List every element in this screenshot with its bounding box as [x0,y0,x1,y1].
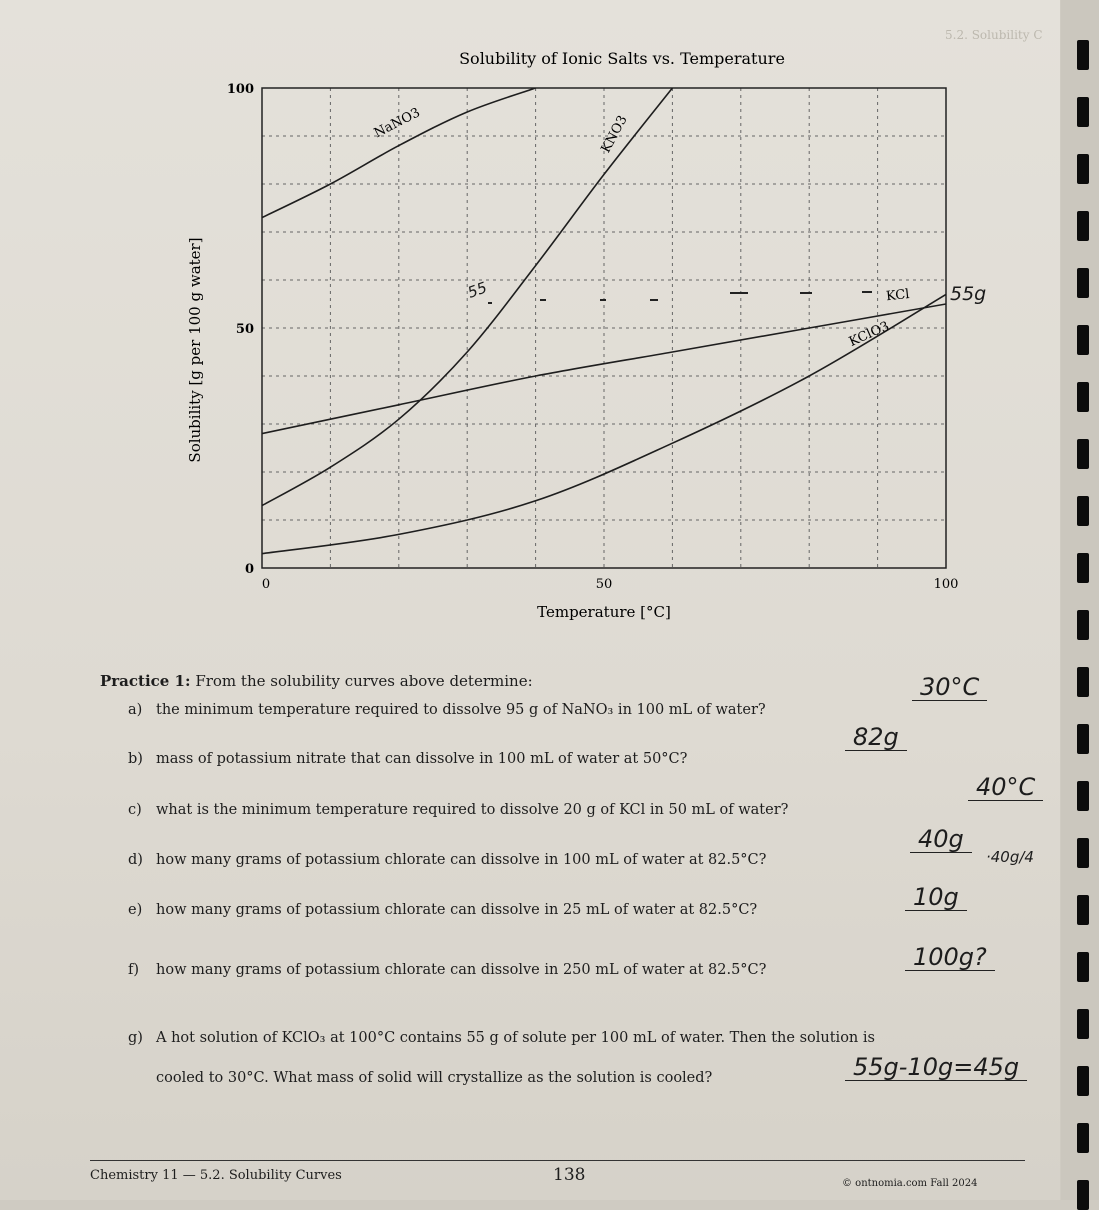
handwritten-answer-b: 82g [845,724,907,751]
footer-rule [90,1160,1025,1161]
question-letter: c) [128,802,142,818]
chart-title: Solubility of Ionic Salts vs. Temperatur… [459,49,785,68]
series-line-kclo3 [262,293,946,555]
binding-ring [1077,439,1089,469]
binding-ring [1077,1123,1089,1153]
question-text: how many grams of potassium chlorate can… [156,902,758,918]
side-note: ·40g/4 [986,848,1034,866]
binding-ring [1077,667,1089,697]
x-tick-50: 50 [596,577,613,592]
question-letter: f) [128,962,140,978]
handwritten-answer-e: 10g [905,884,967,911]
practice-intro: From the solubility curves above determi… [195,672,533,690]
binding-ring [1077,97,1089,127]
question-c: c) what is the minimum temperature requir… [128,802,788,818]
question-a: a) the minimum temperature required to di… [128,702,766,718]
handwritten-dashes [488,291,872,304]
binding-ring [1077,895,1089,925]
question-f: f) how many grams of potassium chlorate c… [128,962,766,978]
question-text: mass of potassium nitrate that can disso… [156,751,688,767]
binding-ring [1077,1009,1089,1039]
footer-right: © ontnomia.com Fall 2024 [842,1178,978,1189]
series-label-kclo3: KClO3 [847,319,892,350]
x-tick-0: 0 [262,577,270,592]
spiral-binding [1061,0,1099,1210]
series-label-kno3: KNO3 [599,113,631,155]
practice-section: Practice 1: From the solubility curves a… [100,672,1030,690]
binding-ring [1077,553,1089,583]
binding-ring [1077,154,1089,184]
x-axis-label: Temperature [°C] [537,603,671,621]
worksheet-page: 5.2. Solubility C [0,0,1060,1200]
question-text: A hot solution of KClO₃ at 100°C contain… [156,1030,875,1046]
handwritten-answer-a: 30°C [912,674,988,701]
handwritten-answer-c: 40°C [968,774,1044,801]
binding-ring [1077,496,1089,526]
practice-heading: Practice 1: From the solubility curves a… [100,672,1030,690]
binding-ring [1077,211,1089,241]
axis-ticks: 0 50 100 0 50 100 [227,82,959,592]
binding-ring [1077,781,1089,811]
chart-grid [262,88,946,568]
question-letter: b) [128,751,143,767]
binding-ring [1077,268,1089,298]
question-letter: g) [128,1030,143,1046]
footer-left: Chemistry 11 — 5.2. Solubility Curves [90,1168,342,1183]
series-curves [262,88,946,555]
binding-ring [1077,724,1089,754]
y-tick-50: 50 [236,322,254,337]
footer-page-number: 138 [553,1165,586,1185]
y-tick-100: 100 [227,82,254,97]
question-text: the minimum temperature required to diss… [156,702,766,718]
series-line-kcl [262,303,946,435]
question-letter: a) [128,702,143,718]
binding-ring [1077,1066,1089,1096]
question-letter: e) [128,902,143,918]
handwritten-55-mark: 55 [465,278,489,301]
y-tick-0: 0 [245,562,254,577]
binding-ring [1077,382,1089,412]
plot-frame [261,87,947,569]
series-label-kcl: KCl [885,287,910,304]
binding-ring [1077,40,1089,70]
question-text: how many grams of potassium chlorate can… [156,962,767,978]
binding-ring [1077,952,1089,982]
question-b: b) mass of potassium nitrate that can dis… [128,751,687,767]
question-g: g) A hot solution of KClO₃ at 100°C conta… [128,1030,875,1046]
x-tick-100: 100 [934,577,959,592]
handwritten-answer-f: 100g? [905,944,995,971]
binding-ring [1077,610,1089,640]
binding-ring [1077,325,1089,355]
question-e: e) how many grams of potassium chlorate c… [128,902,757,918]
question-d: d) how many grams of potassium chlorate c… [128,852,766,868]
binding-ring [1077,1180,1089,1210]
series-line-kno3 [262,88,674,507]
question-text: what is the minimum temperature required… [156,802,789,818]
question-text-continued: cooled to 30°C. What mass of solid will … [156,1070,713,1086]
question-letter: d) [128,852,143,868]
practice-title: Practice 1: [100,672,191,690]
bleed-through-text: 5.2. Solubility C [945,28,1043,42]
series-line-nano3 [262,88,536,219]
handwritten-55g-mark: 55g [950,283,986,305]
handwritten-answer-g: 55g-10g=45g [845,1054,1028,1081]
y-axis-label: Solubility [g per 100 g water] [186,237,204,462]
question-text: how many grams of potassium chlorate can… [156,852,767,868]
binding-ring [1077,838,1089,868]
handwritten-answer-d: 40g [910,826,972,853]
